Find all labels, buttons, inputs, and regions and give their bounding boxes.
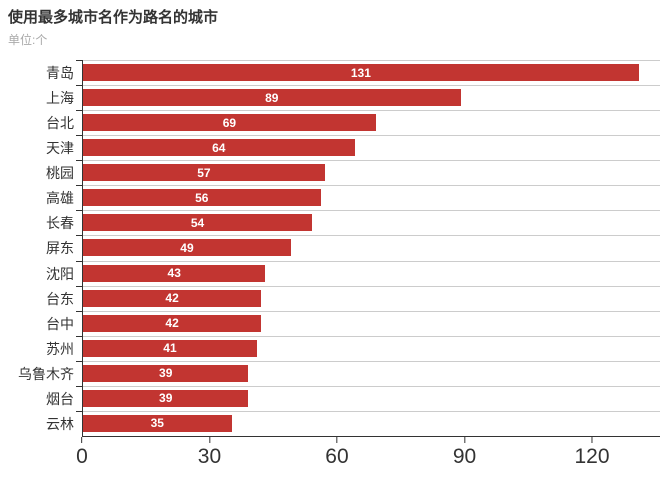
y-axis-tick: [76, 385, 82, 387]
category-label: 台东: [46, 290, 74, 307]
y-axis-tick: [76, 410, 82, 412]
y-axis-tick: [76, 260, 82, 262]
y-axis-tick: [76, 160, 82, 162]
category-label: 云林: [46, 415, 74, 432]
chart-row: 乌鲁木齐 39: [18, 360, 660, 386]
category-label: 长春: [46, 215, 74, 232]
category-label: 台中: [46, 315, 74, 332]
category-label: 天津: [46, 140, 74, 157]
bar-value-label: 35: [150, 416, 164, 431]
bar-value-label: 39: [159, 366, 173, 381]
bar: 41: [83, 339, 257, 357]
bar-value-label: 42: [165, 316, 179, 331]
y-axis-tick: [76, 85, 82, 87]
bar: 42: [83, 289, 262, 307]
x-axis-tick: 120: [574, 437, 610, 468]
chart-row: 天津 64: [46, 135, 660, 160]
category-label: 屏东: [46, 240, 74, 257]
y-axis-tick: [76, 235, 82, 237]
y-axis-tick: [76, 210, 82, 212]
bar: 49: [83, 239, 291, 257]
bar: 39: [83, 364, 249, 382]
bar-value-label: 43: [167, 266, 181, 280]
chart-title: 使用最多城市名作为路名的城市: [8, 9, 219, 26]
bar: 89: [83, 89, 461, 107]
y-axis-tick: [76, 360, 82, 362]
x-axis-tick: 90: [453, 437, 476, 467]
y-axis-tick: [76, 60, 82, 61]
x-axis-tick: 0: [76, 437, 88, 467]
category-label: 沈阳: [46, 265, 74, 282]
category-label: 烟台: [46, 390, 74, 407]
x-axis-tick: 30: [198, 437, 221, 467]
x-tick-label: 30: [197, 445, 222, 468]
x-tick-label: 90: [452, 445, 477, 468]
chart-row: 屏东 49: [46, 235, 660, 260]
category-label: 乌鲁木齐: [18, 365, 74, 382]
chart-row: 台东 42: [46, 285, 660, 311]
x-tick-label: 120: [574, 445, 610, 468]
bar-value-label: 49: [180, 240, 194, 255]
bar-value-label: 56: [195, 190, 209, 205]
bar: 54: [83, 214, 313, 232]
chart-row: 云林 35: [46, 410, 660, 436]
bar: 57: [83, 164, 325, 182]
bar: 43: [83, 264, 266, 282]
x-tick-label: 60: [325, 445, 349, 468]
chart-row: 沈阳 43: [46, 260, 660, 286]
chart-row: 上海 89: [46, 85, 660, 110]
bar-value-label: 42: [165, 291, 179, 306]
chart-row: 台北 69: [46, 110, 660, 135]
y-axis-tick: [76, 185, 82, 187]
bar: 131: [83, 64, 639, 81]
bar-value-label: 39: [159, 391, 173, 406]
bar-value-label: 89: [265, 90, 279, 105]
bar-value-label: 64: [212, 140, 226, 155]
y-axis-tick: [76, 135, 82, 137]
category-label: 青岛: [46, 65, 74, 82]
x-tick-mark: [463, 437, 465, 443]
chart-row: 苏州 41: [46, 335, 660, 361]
y-axis-tick: [76, 335, 82, 337]
y-axis-tick: [76, 285, 82, 287]
bar: 56: [83, 189, 321, 207]
category-label: 桃园: [46, 165, 74, 182]
bar: 39: [83, 389, 249, 407]
y-axis-tick: [76, 310, 82, 312]
x-tick-mark: [591, 437, 593, 443]
category-label: 上海: [46, 90, 74, 107]
category-label: 苏州: [46, 340, 74, 357]
bar: 64: [83, 139, 355, 157]
chart-row: 台中 42: [46, 310, 660, 336]
chart-unit-label: 单位:个: [8, 33, 48, 47]
bar: 69: [83, 114, 376, 132]
plot-area: 青岛 131 上海 89 台北 69 天津 64 桃园 57 高雄 56 长春 54 屏东 49 沈阳 43 台东 4…: [18, 60, 660, 437]
y-axis-tick: [76, 110, 82, 112]
bar-value-label: 131: [350, 65, 371, 80]
chart-row: 烟台 39: [46, 385, 660, 411]
bar: 35: [83, 414, 232, 432]
x-axis-tick: 60: [325, 437, 349, 468]
chart-row: 青岛 131: [46, 60, 660, 85]
x-axis: 0 30 60 90 120: [76, 437, 660, 477]
bar-value-label: 57: [197, 165, 211, 180]
category-label: 高雄: [46, 190, 74, 207]
bar: 42: [83, 314, 262, 332]
x-tick-mark: [81, 437, 83, 443]
chart-row: 长春 54: [46, 210, 660, 235]
x-tick-mark: [208, 437, 210, 443]
bar-value-label: 69: [222, 115, 237, 130]
chart-row: 高雄 56: [46, 185, 660, 210]
bar-value-label: 41: [163, 341, 177, 356]
x-tick-mark: [336, 437, 338, 443]
chart-row: 桃园 57: [46, 160, 660, 185]
category-label: 台北: [46, 115, 74, 132]
bar-value-label: 54: [190, 215, 205, 230]
x-tick-label: 0: [76, 445, 88, 468]
